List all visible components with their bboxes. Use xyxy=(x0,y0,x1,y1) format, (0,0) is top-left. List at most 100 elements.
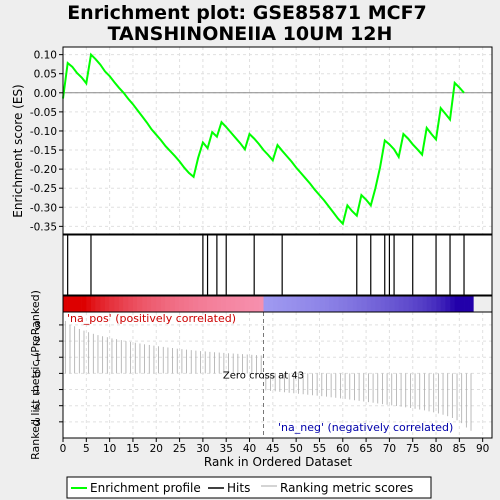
band-segment xyxy=(272,296,278,312)
band-segment xyxy=(202,296,208,312)
negative-correlation-label: 'na_neg' (negatively correlated) xyxy=(278,421,453,434)
x-tick-label: 60 xyxy=(336,443,349,455)
x-tick-label: 65 xyxy=(359,443,372,455)
band-segment xyxy=(436,296,442,312)
metric-tick-label: 3 xyxy=(34,320,41,332)
es-tick-label: -0.25 xyxy=(30,183,57,195)
band-segment xyxy=(300,296,306,312)
es-tick-label: 0.10 xyxy=(34,50,57,62)
es-tick-label: -0.30 xyxy=(30,202,57,214)
band-segment xyxy=(422,296,428,312)
band-segment xyxy=(277,296,283,312)
band-segment xyxy=(67,296,73,312)
band-segment xyxy=(151,296,157,312)
band-segment xyxy=(398,296,404,312)
x-tick-label: 35 xyxy=(220,443,233,455)
band-segment xyxy=(440,296,446,312)
band-segment xyxy=(137,296,143,312)
band-segment xyxy=(314,296,320,312)
band-segment xyxy=(240,296,246,312)
band-segment xyxy=(226,296,232,312)
band-segment xyxy=(389,296,395,312)
band-segment xyxy=(165,296,171,312)
legend: Enrichment profile Hits Ranking metric s… xyxy=(66,476,432,499)
es-panel-border xyxy=(62,46,493,235)
es-tick-label: 0.05 xyxy=(34,69,57,81)
band-segment xyxy=(216,296,222,312)
positive-correlation-label: 'na_pos' (positively correlated) xyxy=(67,312,236,325)
x-tick-label: 40 xyxy=(243,443,256,455)
x-tick-label: 80 xyxy=(429,443,442,455)
metric-bars xyxy=(64,320,472,431)
band-segment xyxy=(221,296,227,312)
x-tick-label: 55 xyxy=(313,443,326,455)
x-tick-label: 75 xyxy=(406,443,419,455)
x-tick-label: 25 xyxy=(173,443,186,455)
es-panel-background xyxy=(63,47,492,234)
x-axis-label: Rank in Ordered Dataset xyxy=(204,455,352,469)
band-segment xyxy=(380,296,386,312)
band-segment xyxy=(464,296,469,312)
band-segment xyxy=(338,296,344,312)
band-segment xyxy=(370,296,376,312)
band-segment xyxy=(361,296,367,312)
band-segment xyxy=(417,296,423,312)
band-segment xyxy=(468,296,474,312)
band-segment xyxy=(328,296,334,312)
band-segment xyxy=(375,296,381,312)
hits-panel-background xyxy=(63,235,492,295)
band-segment xyxy=(212,296,218,312)
es-tick-label: -0.15 xyxy=(30,145,57,157)
band-segment xyxy=(179,296,185,312)
x-tick-label: 20 xyxy=(150,443,163,455)
band-segment xyxy=(459,296,465,312)
band-segment xyxy=(72,296,78,312)
es-y-ticks: 0.10 0.05 0.00 -0.05 -0.10 -0.15 -0.20 -0.25 -0.… xyxy=(30,50,63,233)
band-segment xyxy=(95,296,101,312)
metric-y-ticks: 3 2 1 0 -1 -2 -3 xyxy=(31,320,63,429)
band-segment xyxy=(128,296,134,312)
band-segment xyxy=(305,296,311,312)
band-segment xyxy=(132,296,138,312)
hits-panel-border xyxy=(62,234,493,296)
band-segment xyxy=(76,296,82,312)
es-tick-label: -0.35 xyxy=(30,221,57,233)
legend-es-label: Enrichment profile xyxy=(90,481,201,495)
metric-panel-background xyxy=(63,312,492,438)
metric-tick-label: 0 xyxy=(34,368,41,380)
band-segment xyxy=(286,296,292,312)
band-segment xyxy=(403,296,409,312)
x-tick-label: 30 xyxy=(196,443,209,455)
band-segment xyxy=(366,296,372,312)
zero-cross-label: Zero cross at 43 xyxy=(223,370,304,381)
x-tick-label: 85 xyxy=(453,443,466,455)
band-segment xyxy=(235,296,241,312)
band-segment xyxy=(114,296,120,312)
band-segment xyxy=(431,296,437,312)
band-segment xyxy=(104,296,110,312)
band-segment xyxy=(384,296,390,312)
band-segment xyxy=(356,296,362,312)
band-segment xyxy=(170,296,176,312)
band-segment xyxy=(268,296,274,312)
band-segment xyxy=(156,296,162,312)
x-tick-label: 15 xyxy=(126,443,139,455)
band-segment xyxy=(207,296,213,312)
metric-panel-border xyxy=(62,311,493,439)
legend-metric-label: Ranking metric scores xyxy=(280,481,413,495)
band-segment xyxy=(63,296,68,312)
band-segment xyxy=(184,296,190,312)
metric-axis-label: Ranked list metric (PreRanked) xyxy=(29,290,42,460)
metric-grid xyxy=(62,312,492,438)
legend-hits-label: Hits xyxy=(227,481,250,495)
band-segment xyxy=(86,296,92,312)
band-segment xyxy=(193,296,199,312)
chart-title-line2: TANSHINONEIIA 10UM 12H xyxy=(108,23,393,45)
legend-box xyxy=(66,476,432,499)
es-tick-label: -0.20 xyxy=(30,164,57,176)
band-segment xyxy=(412,296,418,312)
band-segment xyxy=(352,296,358,312)
rank-color-band xyxy=(63,296,474,312)
x-tick-label: 50 xyxy=(289,443,302,455)
es-tick-label: -0.05 xyxy=(30,107,57,119)
